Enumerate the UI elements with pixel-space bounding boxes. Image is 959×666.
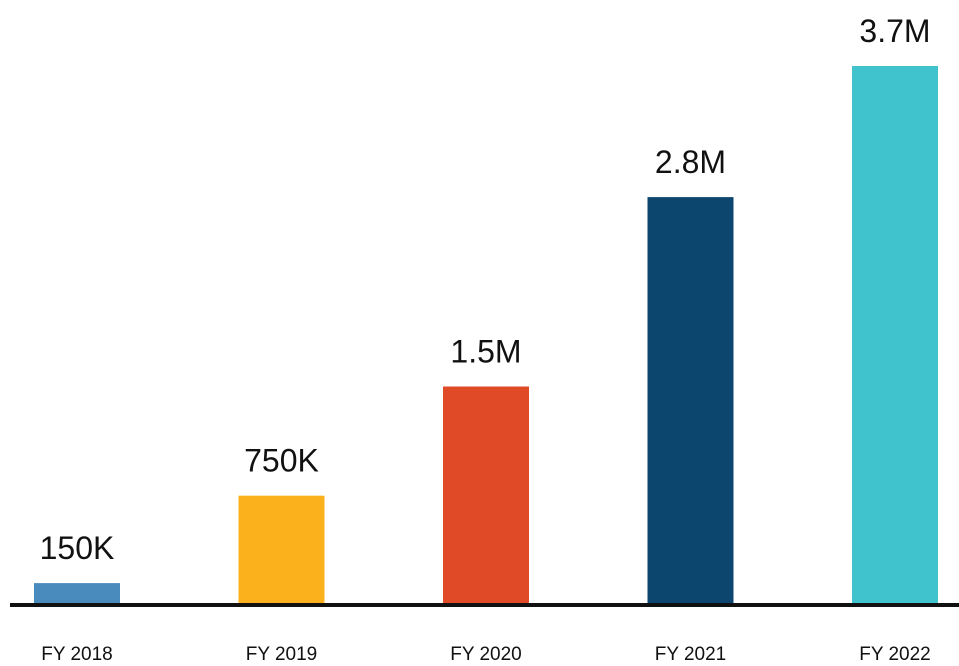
bar-fy-2018 — [34, 583, 120, 605]
bar-fy-2022 — [852, 66, 938, 605]
data-labels-group: 150K 750K 1.5M 2.8M 3.7M — [40, 13, 931, 566]
x-tick-label: FY 2021 — [655, 644, 726, 665]
x-tick-label: FY 2022 — [859, 644, 930, 665]
bar-fy-2021 — [647, 197, 734, 605]
x-tick-label: FY 2020 — [450, 644, 521, 665]
x-tick-labels-group: FY 2018 FY 2019 FY 2020 FY 2021 FY 2022 — [41, 644, 930, 665]
data-label-fy-2019: 750K — [244, 443, 319, 479]
data-label-fy-2018: 150K — [40, 530, 115, 566]
bars-group — [34, 66, 938, 605]
data-label-fy-2021: 2.8M — [655, 144, 726, 180]
data-label-fy-2020: 1.5M — [450, 334, 521, 370]
bar-fy-2019 — [238, 495, 325, 605]
data-label-fy-2022: 3.7M — [859, 13, 930, 49]
bar-fy-2020 — [443, 386, 529, 605]
x-tick-label: FY 2018 — [41, 644, 112, 665]
x-tick-label: FY 2019 — [246, 644, 317, 665]
